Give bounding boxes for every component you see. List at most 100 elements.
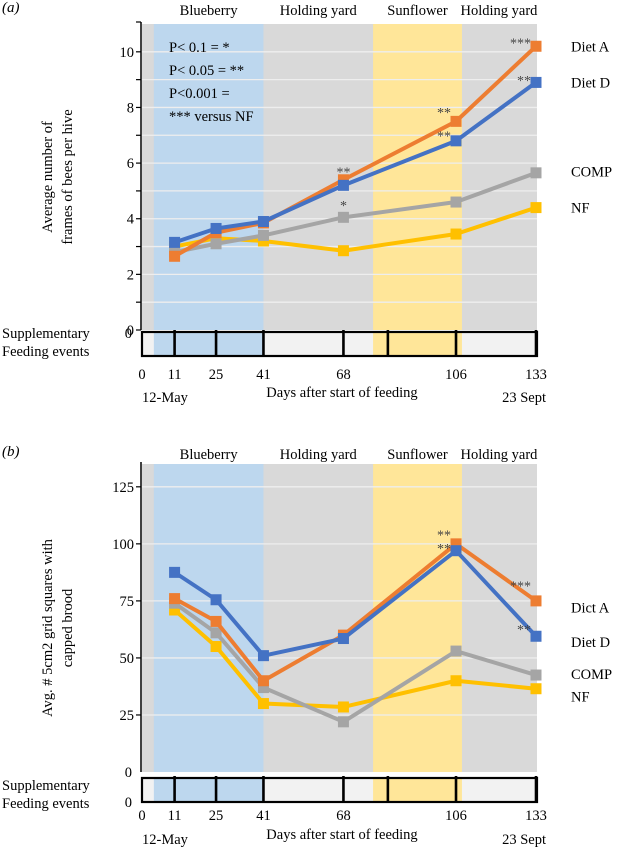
data-point bbox=[169, 236, 181, 248]
significance-annotation: ** bbox=[437, 129, 451, 144]
series-diet-d bbox=[169, 545, 542, 662]
significance-annotation: ** bbox=[517, 74, 531, 89]
y-tick-label: 25 bbox=[120, 708, 135, 724]
y-tick-label: 4 bbox=[127, 212, 135, 228]
y-tick-label: 10 bbox=[120, 45, 135, 61]
data-point bbox=[210, 615, 222, 627]
y-tick-label: 8 bbox=[127, 100, 134, 116]
x-tick-label: 25 bbox=[209, 367, 224, 383]
x-tick-label: 106 bbox=[445, 808, 467, 824]
y-tick-label: 0 bbox=[127, 323, 134, 339]
period-label: Holding yard bbox=[280, 447, 358, 463]
data-point bbox=[450, 196, 462, 208]
x-date-left: 12-May bbox=[142, 390, 189, 406]
x-date-right: 23 Sept bbox=[502, 832, 546, 848]
significance-annotation: ** bbox=[437, 528, 451, 543]
data-point bbox=[210, 641, 222, 653]
y-axis-label: Avg. # 5cm2 grid squares with bbox=[40, 538, 56, 716]
feeding-events-label: Feeding events bbox=[2, 796, 90, 812]
period-label: Blueberry bbox=[180, 447, 239, 463]
data-point bbox=[210, 232, 222, 244]
significance-note: P< 0.05 = ** bbox=[169, 63, 244, 79]
data-point bbox=[337, 179, 349, 191]
legend-entry: NF bbox=[571, 201, 590, 217]
period-band-blueberry bbox=[153, 24, 264, 330]
feeding-bar-period-band bbox=[373, 332, 462, 356]
data-point bbox=[169, 250, 181, 262]
chart-panel-a: (a) Blueberry Holding yard Sunflower Holding… bbox=[2, 0, 612, 406]
period-label: Holding yard bbox=[461, 3, 539, 19]
significance-annotation: *** bbox=[510, 36, 531, 51]
period-band-sunflower bbox=[373, 24, 462, 330]
y-tick-label: 6 bbox=[127, 156, 134, 172]
panel-label: (a) bbox=[2, 0, 20, 16]
series-line bbox=[173, 548, 538, 658]
significance-note: P<0.001 = bbox=[169, 86, 230, 102]
x-tick-label: 41 bbox=[256, 367, 271, 383]
data-point bbox=[337, 701, 349, 713]
feeding-bar-period-band bbox=[153, 332, 264, 356]
data-point bbox=[257, 675, 269, 687]
series-line bbox=[174, 170, 537, 255]
x-date-right: 23 Sept bbox=[502, 390, 546, 406]
legend-entry: Diet D bbox=[571, 75, 610, 91]
series-line bbox=[173, 601, 537, 724]
data-point bbox=[450, 675, 462, 687]
feeding-events-label: Supplementary bbox=[2, 778, 91, 794]
x-axis-label: Days after start of feeding bbox=[266, 385, 417, 401]
legend-entry: Diet A bbox=[571, 39, 610, 55]
significance-note: *** versus NF bbox=[169, 109, 254, 125]
panel-label: (b) bbox=[2, 444, 20, 460]
period-label: Holding yard bbox=[280, 3, 358, 19]
data-point bbox=[337, 245, 349, 257]
period-label: Holding yard bbox=[461, 447, 539, 463]
data-point bbox=[210, 594, 222, 606]
data-point bbox=[210, 238, 222, 250]
x-tick-label: 11 bbox=[168, 808, 182, 824]
x-tick-label: 0 bbox=[138, 808, 145, 824]
data-point bbox=[257, 216, 269, 228]
significance-note: P< 0.1 = * bbox=[169, 40, 230, 56]
x-tick-label: 68 bbox=[336, 808, 351, 824]
y-axis-label: Average number of bbox=[40, 121, 56, 233]
y-tick-label: 50 bbox=[120, 651, 135, 667]
feeding-zero-label: 0 bbox=[125, 765, 132, 781]
data-point bbox=[169, 566, 181, 578]
y-tick-label: 75 bbox=[120, 594, 135, 610]
period-label: Blueberry bbox=[180, 3, 239, 19]
data-point bbox=[337, 716, 349, 728]
data-point bbox=[530, 669, 542, 681]
data-point bbox=[530, 167, 542, 179]
x-axis-label: Days after start of feeding bbox=[266, 827, 417, 843]
x-tick-label: 0 bbox=[138, 367, 145, 383]
data-point bbox=[257, 229, 269, 241]
significance-annotation: ** bbox=[437, 106, 451, 121]
series-line bbox=[173, 80, 538, 245]
x-tick-label: 68 bbox=[336, 367, 351, 383]
feeding-events-bar bbox=[140, 330, 539, 358]
y-tick-label: 125 bbox=[112, 480, 134, 496]
legend-entry: NF bbox=[571, 690, 590, 706]
x-tick-label: 106 bbox=[445, 367, 467, 383]
period-label: Sunflower bbox=[387, 3, 448, 19]
period-label: Sunflower bbox=[387, 447, 448, 463]
data-point bbox=[169, 604, 181, 616]
data-point bbox=[450, 545, 462, 557]
significance-annotation: ** bbox=[437, 542, 451, 557]
legend-entry: COMP bbox=[571, 164, 612, 180]
significance-annotation: *** bbox=[510, 580, 531, 595]
data-point bbox=[530, 630, 542, 642]
data-point bbox=[450, 228, 462, 240]
data-point bbox=[257, 650, 269, 662]
data-point bbox=[337, 633, 349, 645]
data-point bbox=[337, 174, 349, 186]
period-band-sunflower bbox=[373, 464, 462, 772]
data-point bbox=[450, 115, 462, 127]
y-tick-label: 2 bbox=[127, 267, 134, 283]
chart-panel-b: (b) Blueberry Holding yard Sunflower Holding… bbox=[2, 444, 612, 848]
x-tick-label: 133 bbox=[525, 808, 547, 824]
data-point bbox=[257, 682, 269, 694]
data-point bbox=[450, 645, 462, 657]
feeding-bar-period-band bbox=[373, 778, 462, 802]
legend-entry: Dict A bbox=[571, 601, 610, 617]
